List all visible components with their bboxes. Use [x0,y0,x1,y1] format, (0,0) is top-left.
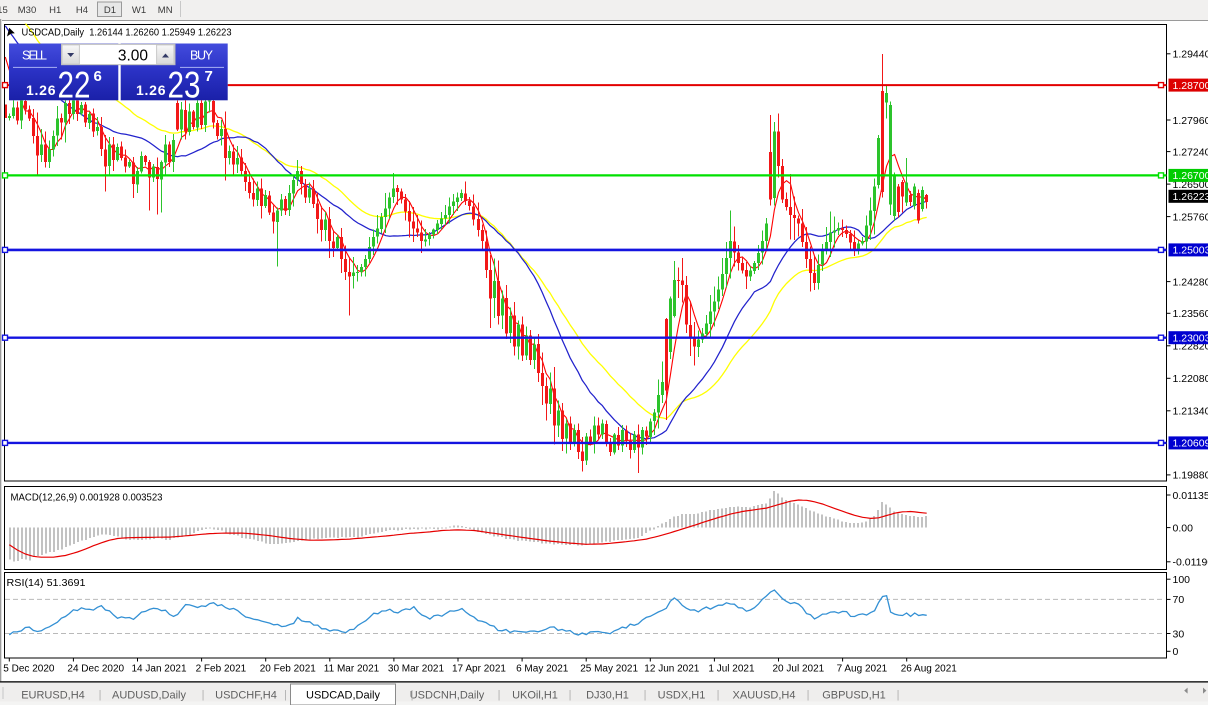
svg-text:1.21340: 1.21340 [1173,406,1208,418]
svg-text:|: | [99,689,102,701]
svg-text:1.19880: 1.19880 [1173,470,1208,482]
svg-text:1.25003: 1.25003 [1173,245,1208,257]
svg-text:1.27960: 1.27960 [1173,115,1208,127]
svg-text:MN: MN [158,5,173,16]
svg-text:|: | [284,689,287,701]
svg-text:100: 100 [1173,574,1191,586]
svg-text:GBPUSD,H1: GBPUSD,H1 [822,690,886,702]
svg-text:H4: H4 [76,5,88,16]
svg-text:12 Jun 2021: 12 Jun 2021 [644,664,699,675]
svg-text:0.00: 0.00 [1173,522,1194,534]
svg-text:17 Apr 2021: 17 Apr 2021 [452,664,506,675]
svg-text:24 Dec 2020: 24 Dec 2020 [67,664,124,675]
svg-text:26 Aug 2021: 26 Aug 2021 [901,664,958,675]
svg-text:1.23003: 1.23003 [1173,333,1208,345]
svg-text:3.00: 3.00 [118,47,149,64]
svg-text:70: 70 [1173,594,1185,606]
svg-text:MACD(12,26,9) 0.001928 0.00352: MACD(12,26,9) 0.001928 0.003523 [11,492,163,504]
svg-text:SELL: SELL [22,49,47,63]
svg-text:11 Mar 2021: 11 Mar 2021 [324,664,380,675]
svg-text:BUY: BUY [190,49,214,63]
svg-text:7 Aug 2021: 7 Aug 2021 [837,664,888,675]
svg-text:M30: M30 [18,5,36,16]
svg-text:6 May 2021: 6 May 2021 [516,664,569,675]
svg-text:RSI(14) 51.3691: RSI(14) 51.3691 [7,577,86,589]
svg-text:|: | [807,689,810,701]
svg-text:W1: W1 [132,5,146,16]
svg-text:1.22080: 1.22080 [1173,373,1208,385]
svg-text:|: | [569,689,572,701]
svg-text:1.23560: 1.23560 [1173,308,1208,320]
svg-text:1.27240: 1.27240 [1173,146,1208,158]
svg-text:1.24280: 1.24280 [1173,276,1208,288]
svg-text:20 Jul 2021: 20 Jul 2021 [773,664,825,675]
svg-text:6: 6 [94,68,102,85]
svg-text:1.26: 1.26 [26,82,56,98]
svg-text:20 Feb 2021: 20 Feb 2021 [260,664,317,675]
svg-text:0.01135: 0.01135 [1173,490,1208,502]
svg-text:D1: D1 [104,5,116,16]
svg-text:H1: H1 [49,5,61,16]
svg-text:5 Dec 2020: 5 Dec 2020 [3,664,55,675]
svg-text:UKOil,H1: UKOil,H1 [512,690,558,702]
svg-text:23: 23 [168,65,201,106]
svg-text:USDX,H1: USDX,H1 [658,690,706,702]
svg-text:-0.01190: -0.01190 [1173,557,1208,569]
svg-text:1.29440: 1.29440 [1173,49,1208,61]
svg-text:|: | [202,689,205,701]
svg-text:7: 7 [205,68,213,85]
svg-text:1.26: 1.26 [136,82,166,98]
svg-text:1 Jul 2021: 1 Jul 2021 [708,664,755,675]
svg-text:0: 0 [1173,646,1179,658]
svg-text:1.25760: 1.25760 [1173,211,1208,223]
svg-text:1.20609: 1.20609 [1173,438,1208,450]
svg-text:USDCAD,Daily: USDCAD,Daily [306,690,380,702]
svg-text:EURUSD,H4: EURUSD,H4 [21,690,85,702]
svg-text:USDCNH,Daily: USDCNH,Daily [410,690,485,702]
svg-text:1.26223: 1.26223 [1173,191,1208,203]
svg-text:|: | [644,689,647,701]
svg-text:1.26700: 1.26700 [1173,170,1208,182]
svg-text:1.28700: 1.28700 [1173,80,1208,92]
svg-text:22: 22 [58,65,91,106]
svg-text:25 May 2021: 25 May 2021 [580,664,638,675]
svg-text:USDCAD,Daily 1.26144 1.26260: USDCAD,Daily 1.26144 1.26260 1.25949 1.2… [22,27,232,39]
svg-text:30: 30 [1173,628,1185,640]
svg-text:M15: M15 [0,5,8,16]
svg-text:30 Mar 2021: 30 Mar 2021 [388,664,445,675]
svg-text:|: | [411,689,414,701]
svg-text:XAUUSD,H4: XAUUSD,H4 [733,690,796,702]
svg-text:DJ30,H1: DJ30,H1 [586,690,629,702]
svg-text:|: | [717,689,720,701]
svg-text:USDCHF,H4: USDCHF,H4 [215,690,277,702]
svg-text:AUDUSD,Daily: AUDUSD,Daily [112,690,186,702]
svg-text:|: | [897,689,900,701]
svg-text:14 Jan 2021: 14 Jan 2021 [132,664,187,675]
svg-text:2 Feb 2021: 2 Feb 2021 [196,664,247,675]
svg-text:|: | [498,689,501,701]
